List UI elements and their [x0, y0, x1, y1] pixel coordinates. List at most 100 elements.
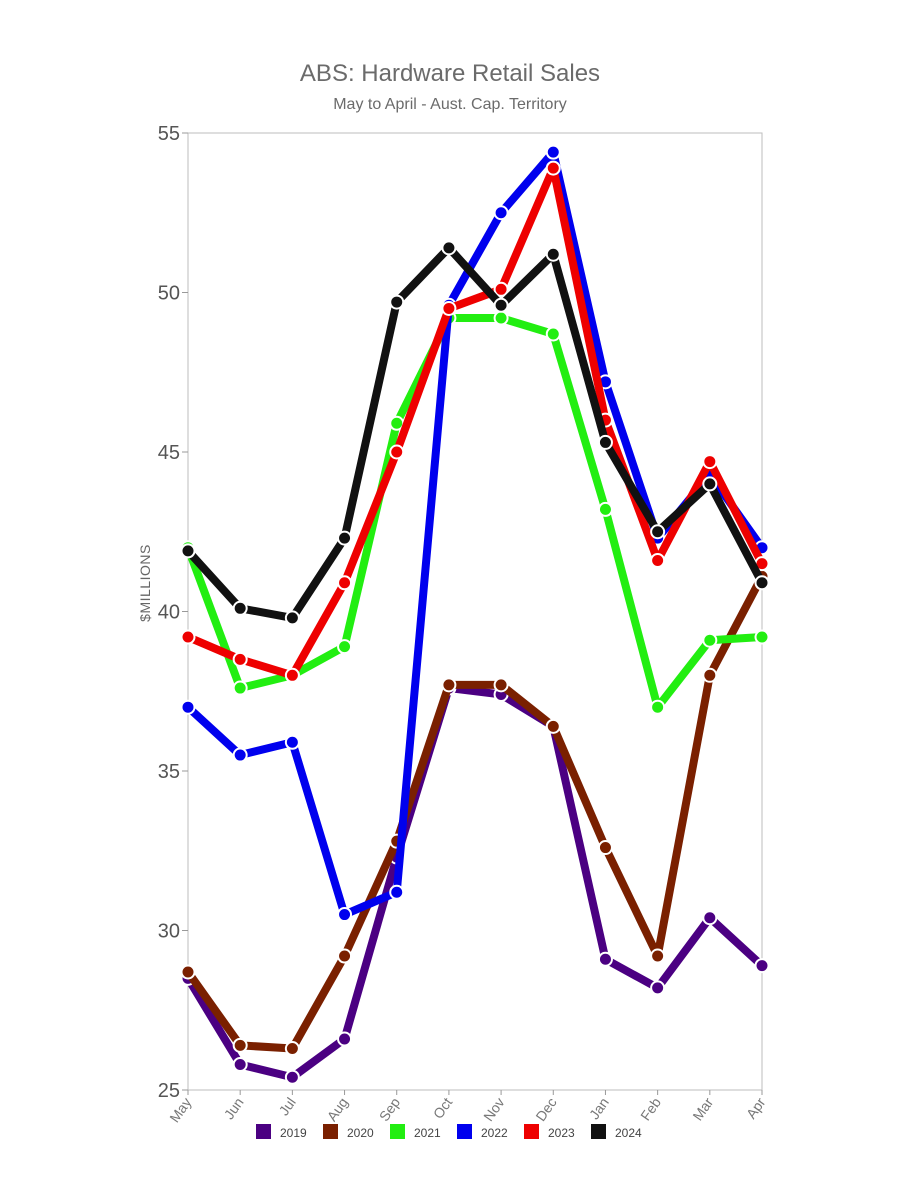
- data-point: [493, 677, 509, 693]
- x-axis: May Jun Jul Aug Sep Oct Nov Dec Jan Feb Mar Apr: [166, 1090, 769, 1125]
- x-tick-label: Sep: [376, 1094, 404, 1124]
- data-point: [702, 476, 718, 492]
- data-point: [650, 699, 666, 715]
- data-point: [232, 600, 248, 616]
- y-axis-label: $MILLIONS: [137, 544, 153, 622]
- data-point: [337, 907, 353, 923]
- data-point: [597, 434, 613, 450]
- data-point: [441, 240, 457, 256]
- data-point: [545, 326, 561, 342]
- legend-swatch: [323, 1124, 338, 1139]
- chart-title: ABS: Hardware Retail Sales: [299, 60, 601, 87]
- data-point: [702, 667, 718, 683]
- data-point: [284, 734, 300, 750]
- data-point: [180, 964, 196, 980]
- data-point: [702, 910, 718, 926]
- data-point: [232, 651, 248, 667]
- y-axis: 25 30 35 40 45 50 55: [158, 123, 188, 1102]
- data-point: [493, 310, 509, 326]
- y-tick-label: 30: [158, 921, 180, 943]
- data-point: [754, 629, 770, 645]
- series-2024: [180, 240, 770, 626]
- data-point: [493, 205, 509, 221]
- data-point: [232, 1037, 248, 1053]
- x-tick-label: Jun: [221, 1095, 247, 1123]
- legend-swatch: [457, 1124, 472, 1139]
- y-tick-label: 45: [158, 442, 180, 464]
- data-point: [702, 454, 718, 470]
- series-2021: [180, 310, 770, 715]
- data-point: [493, 297, 509, 313]
- data-point: [597, 951, 613, 967]
- x-tick-label: Jul: [275, 1095, 298, 1119]
- data-point: [337, 1031, 353, 1047]
- data-point: [180, 629, 196, 645]
- data-point: [597, 501, 613, 517]
- legend-swatch: [390, 1124, 405, 1139]
- data-point: [389, 884, 405, 900]
- data-point: [754, 958, 770, 974]
- data-point: [650, 524, 666, 540]
- data-point: [441, 677, 457, 693]
- x-tick-label: Apr: [743, 1094, 769, 1121]
- y-tick-label: 50: [158, 283, 180, 305]
- data-point: [545, 144, 561, 160]
- legend-label: 2021: [414, 1126, 441, 1140]
- data-point: [650, 552, 666, 568]
- x-tick-label: Jan: [586, 1095, 612, 1123]
- series-layer: [180, 144, 770, 1085]
- x-tick-label: Mar: [689, 1094, 716, 1123]
- data-point: [337, 639, 353, 655]
- data-point: [702, 632, 718, 648]
- x-tick-label: Oct: [430, 1094, 456, 1121]
- data-point: [180, 543, 196, 559]
- x-tick-label: Feb: [637, 1094, 664, 1123]
- data-point: [441, 300, 457, 316]
- data-point: [337, 575, 353, 591]
- data-point: [650, 980, 666, 996]
- data-point: [545, 246, 561, 262]
- series-line: [184, 314, 766, 712]
- legend-label: 2020: [347, 1126, 374, 1140]
- data-point: [284, 667, 300, 683]
- legend: 2019 2020 2021 2022 2023 2024: [256, 1124, 642, 1140]
- data-point: [232, 747, 248, 763]
- legend-swatch: [591, 1124, 606, 1139]
- y-tick-label: 35: [158, 761, 180, 783]
- data-point: [284, 610, 300, 626]
- series-2020: [180, 568, 770, 1057]
- series-line: [184, 572, 766, 1053]
- legend-label: 2019: [280, 1126, 307, 1140]
- legend-swatch: [256, 1124, 271, 1139]
- series-2022: [180, 144, 770, 923]
- chart-subtitle: May to April - Aust. Cap. Territory: [333, 96, 567, 113]
- x-tick-label: Dec: [532, 1095, 559, 1125]
- data-point: [232, 1056, 248, 1072]
- series-line: [184, 243, 766, 622]
- data-point: [597, 840, 613, 856]
- series-2019: [180, 680, 770, 1085]
- x-tick-label: Nov: [480, 1095, 507, 1125]
- data-point: [545, 718, 561, 734]
- data-point: [337, 948, 353, 964]
- legend-label: 2022: [481, 1126, 508, 1140]
- data-point: [284, 1041, 300, 1057]
- data-point: [754, 575, 770, 591]
- series-2023: [180, 160, 770, 683]
- y-tick-label: 55: [158, 123, 180, 145]
- data-point: [545, 160, 561, 176]
- legend-label: 2023: [548, 1126, 575, 1140]
- data-point: [284, 1069, 300, 1085]
- data-point: [180, 699, 196, 715]
- data-point: [232, 680, 248, 696]
- data-point: [493, 281, 509, 297]
- data-point: [389, 294, 405, 310]
- series-line: [184, 684, 766, 1082]
- data-point: [389, 444, 405, 460]
- legend-swatch: [524, 1124, 539, 1139]
- y-tick-label: 25: [158, 1080, 180, 1102]
- x-tick-label: Aug: [324, 1095, 351, 1125]
- data-point: [650, 948, 666, 964]
- y-tick-label: 40: [158, 602, 180, 624]
